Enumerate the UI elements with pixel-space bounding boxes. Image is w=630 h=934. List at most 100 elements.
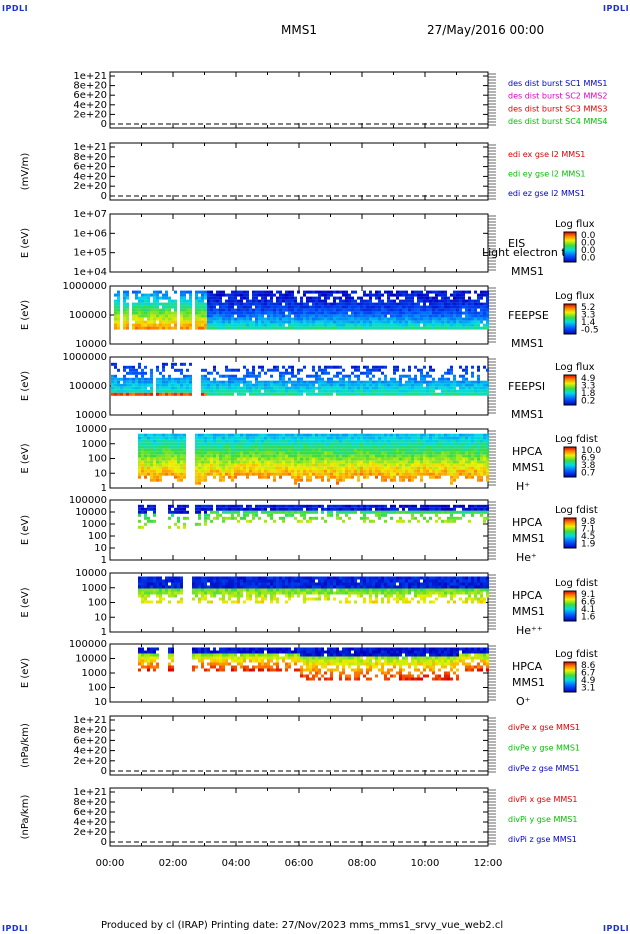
spacecraft-label: MMS1	[512, 605, 545, 618]
y-tick-label: 1e+05	[73, 248, 107, 259]
colorbar-value: 4.5	[581, 532, 595, 542]
mission-title: MMS1	[281, 23, 317, 37]
legend-entry: des dist burst SC3 MMS3	[508, 104, 607, 113]
colorbar	[563, 517, 577, 549]
colorbar	[563, 303, 577, 335]
colorbar-value: 4.9	[581, 676, 596, 686]
y-tick-label: 10	[94, 612, 107, 623]
y-tick-label: 1e+06	[73, 228, 107, 239]
y-tick-label: 1	[101, 483, 107, 494]
y-tick-label: 0	[101, 191, 107, 202]
y-tick-label: 0	[101, 837, 107, 848]
y-tick-label: 6e+20	[73, 162, 107, 173]
spectrogram	[138, 504, 489, 529]
colorbar-title: Log fdist	[555, 578, 598, 589]
y-tick-label: 1e+21	[73, 142, 107, 153]
y-tick-label: 6e+20	[73, 735, 107, 746]
panel-6: E (eV) 10000 1000 100 10 1 HPCA MMS1 H⁺ Log fdist…	[20, 424, 601, 494]
colorbar-value: 0.0	[581, 231, 596, 241]
logo-top-left: IPDLI	[2, 4, 29, 13]
legend-entry: edi ey gse l2 MMS1	[508, 170, 586, 179]
legend-entry: divPe z gse MMS1	[508, 764, 579, 773]
colorbar-value: 3.8	[581, 461, 596, 471]
y-axis-label: E (eV)	[20, 515, 31, 545]
y-tick-label: 1000000	[62, 352, 107, 363]
spacecraft-label: MMS1	[511, 337, 544, 350]
colorbar	[563, 590, 577, 622]
colorbar-value: 0.0	[581, 246, 596, 256]
panel-frame	[109, 787, 489, 847]
y-tick-label: 1	[101, 555, 107, 566]
y-tick-label: 10	[94, 697, 107, 708]
y-tick-label: 1000	[82, 519, 107, 530]
species-label: He⁺	[516, 551, 537, 564]
y-axis-label: (mV/m)	[20, 153, 31, 191]
colorbar-value: 0.7	[581, 469, 595, 479]
colorbar-title: Log fdist	[555, 434, 598, 445]
legend-entry: des dist burst SC1 MMS1	[508, 79, 607, 88]
y-tick-label: 100	[88, 683, 107, 694]
legend-entry: divPi z gse MMS1	[508, 835, 577, 844]
panel-frame	[109, 142, 489, 201]
y-tick-label: 100	[88, 531, 107, 542]
y-tick-label: 0	[101, 766, 107, 777]
legend-entry: edi ex gse l2 MMS1	[508, 150, 585, 159]
colorbar-value: 1.9	[581, 540, 596, 550]
colorbar-value: 1.6	[581, 613, 596, 623]
colorbar-value: 1.4	[581, 318, 596, 328]
panel-frame	[109, 715, 489, 776]
y-axis-label: (nPa/km)	[20, 795, 31, 840]
panel-3: E (eV) 1e+07 1e+06 1e+05 1e+04 EIS MMS1 Light e…	[20, 209, 596, 278]
colorbar-value: 3.1	[581, 684, 595, 694]
panel-9: E (eV) 100000 10000 1000 100 10 HPCA MMS1 O⁺ Log …	[20, 639, 598, 708]
legend-entry: divPe y gse MMS1	[508, 744, 580, 753]
instrument-label: FEEPSI	[508, 380, 545, 393]
time-label: 08:00	[348, 858, 377, 869]
instrument-label: HPCA	[512, 516, 543, 529]
y-tick-label: 100	[88, 598, 107, 609]
y-tick-label: 10000	[75, 339, 107, 350]
legend-entry: divPi y gse MMS1	[508, 815, 577, 824]
colorbar-value: 4.1	[581, 605, 595, 615]
panel-4: E (eV) 1000000 100000 10000 FEEPSE MMS1 Log fl…	[20, 281, 599, 350]
colorbar-value: 6.9	[581, 454, 596, 464]
colorbar-value: 4.9	[581, 374, 596, 384]
y-tick-label: 100000	[69, 381, 107, 392]
colorbar-title: Log fdist	[555, 505, 598, 516]
panel-5: E (eV) 1000000 100000 10000 FEEPSI MMS1 Log fl…	[20, 352, 596, 421]
logo-top-right: IPDLI	[603, 4, 630, 13]
y-tick-label: 1e+04	[73, 267, 107, 278]
colorbar	[563, 661, 577, 693]
y-tick-label: 1000	[82, 439, 107, 450]
y-tick-label: 8e+20	[73, 81, 107, 92]
y-tick-label: 10	[94, 468, 107, 479]
species-label: O⁺	[516, 695, 531, 708]
y-tick-label: 8e+20	[73, 725, 107, 736]
colorbar-value: 7.1	[581, 525, 595, 535]
legend-entry: des dist burst SC2 MMS2	[508, 92, 607, 101]
colorbar-value: 0.0	[581, 239, 596, 249]
colorbar	[563, 374, 577, 406]
y-axis-label: E (eV)	[20, 587, 31, 617]
time-label: 10:00	[411, 858, 440, 869]
y-tick-label: 0	[101, 119, 107, 130]
y-tick-label: 10000	[75, 568, 107, 579]
y-tick-label: 2e+20	[73, 109, 107, 120]
y-tick-label: 10	[94, 543, 107, 554]
instrument-label: HPCA	[512, 589, 543, 602]
colorbar	[563, 231, 577, 263]
legend-entry: edi ez gse l2 MMS1	[508, 189, 585, 198]
colorbar-title: Log flux	[555, 291, 595, 302]
y-tick-label: 10000	[75, 410, 107, 421]
y-tick-label: 1000	[82, 583, 107, 594]
y-tick-label: 4e+20	[73, 100, 107, 111]
y-tick-label: 4e+20	[73, 171, 107, 182]
logo-bottom-left: IPDLI	[2, 924, 29, 933]
y-axis-label: E (eV)	[20, 371, 31, 401]
instrument-label: HPCA	[512, 660, 543, 673]
colorbar-value: -0.5	[581, 326, 599, 336]
spacecraft-label: MMS1	[511, 408, 544, 421]
